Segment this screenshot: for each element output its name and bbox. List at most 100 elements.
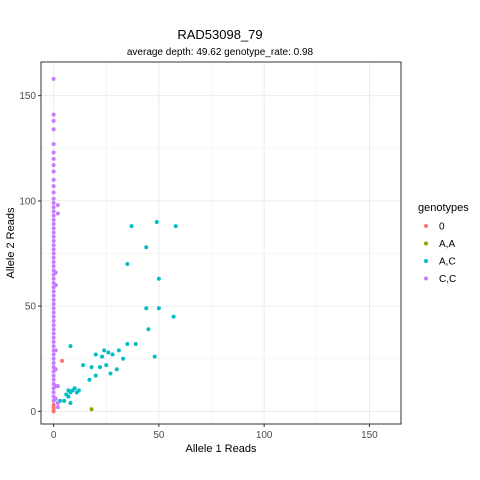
data-point — [51, 163, 56, 168]
data-point — [51, 335, 56, 340]
data-point — [55, 211, 60, 216]
y-axis-title: Allele 2 Reads — [5, 207, 17, 278]
data-point — [51, 156, 56, 161]
data-point — [51, 306, 56, 311]
data-point — [76, 388, 81, 393]
data-point — [55, 405, 60, 410]
data-point — [51, 201, 56, 206]
data-point — [51, 222, 56, 227]
data-point — [87, 377, 92, 382]
data-point — [110, 352, 115, 357]
data-point — [51, 377, 56, 382]
data-point — [51, 230, 56, 235]
y-axis: 0 50 100 150 — [19, 91, 41, 418]
legend-label: C,C — [439, 274, 456, 285]
x-tick-label: 0 — [51, 430, 57, 441]
legend-key — [424, 241, 428, 246]
data-point — [51, 314, 56, 319]
data-point — [72, 386, 77, 391]
data-point — [53, 396, 58, 401]
data-point — [51, 177, 56, 182]
legend-title: genotypes — [418, 202, 469, 214]
plot-panel — [40, 61, 402, 425]
data-point — [93, 352, 98, 357]
data-point — [51, 259, 56, 264]
data-point — [55, 384, 60, 389]
data-point — [108, 371, 113, 376]
data-point — [97, 365, 102, 370]
x-axis: 0 50 100 150 — [51, 424, 378, 441]
data-point — [144, 245, 149, 250]
data-point — [51, 112, 56, 117]
data-point — [51, 205, 56, 210]
data-point — [53, 367, 58, 372]
data-point — [51, 293, 56, 298]
x-tick-label: 150 — [361, 430, 378, 441]
data-point — [173, 224, 178, 229]
data-point — [51, 169, 56, 174]
data-point — [129, 224, 134, 229]
data-point — [51, 352, 56, 357]
x-tick-label: 100 — [256, 430, 273, 441]
data-point — [55, 400, 60, 405]
data-point — [53, 348, 58, 353]
data-point — [51, 339, 56, 344]
data-point — [51, 310, 56, 315]
data-point — [81, 363, 86, 368]
panel-border — [40, 61, 402, 425]
y-tick-label: 50 — [25, 302, 37, 313]
data-point — [51, 217, 56, 222]
data-point — [51, 289, 56, 294]
data-point — [51, 297, 56, 302]
data-point — [53, 283, 58, 288]
data-point — [125, 342, 130, 347]
data-point — [51, 234, 56, 239]
data-point — [51, 344, 56, 349]
y-tick-label: 100 — [19, 196, 36, 207]
data-point — [51, 226, 56, 231]
legend-items: 0 A,A A,C C,C — [424, 222, 456, 285]
data-point — [62, 398, 67, 403]
data-point — [171, 314, 176, 319]
legend-label: A,C — [439, 257, 456, 268]
legend-key — [424, 259, 428, 263]
data-point — [51, 76, 56, 81]
legend-label: A,A — [439, 239, 455, 250]
data-point — [51, 184, 56, 189]
data-point — [51, 403, 56, 408]
data-point — [156, 276, 161, 281]
data-point — [154, 219, 159, 224]
data-point — [100, 354, 105, 359]
data-point — [51, 373, 56, 378]
data-point — [102, 348, 107, 353]
data-point — [55, 203, 60, 208]
data-point — [51, 238, 56, 243]
data-point — [125, 262, 130, 267]
data-point — [152, 354, 157, 359]
data-point — [93, 373, 98, 378]
legend: genotypes 0 A,A A,C C,C — [418, 202, 469, 285]
data-point — [121, 356, 126, 361]
data-point — [51, 243, 56, 248]
panel-background — [41, 62, 401, 424]
data-point — [51, 196, 56, 201]
data-point — [68, 400, 73, 405]
data-point — [144, 306, 149, 311]
data-point — [51, 251, 56, 256]
chart-title: RAD53098_79 — [177, 27, 262, 42]
chart-subtitle: average depth: 49.62 genotype_rate: 0.98 — [127, 47, 314, 58]
data-point — [51, 118, 56, 123]
legend-key — [424, 276, 428, 281]
data-point — [51, 213, 56, 218]
data-point — [89, 407, 94, 412]
data-point — [60, 358, 65, 363]
data-point — [116, 348, 121, 353]
data-point — [51, 255, 56, 260]
data-point — [51, 264, 56, 269]
data-point — [66, 394, 71, 399]
data-point — [89, 365, 94, 370]
data-point — [146, 327, 151, 332]
data-point — [53, 270, 58, 275]
data-point — [51, 127, 56, 132]
